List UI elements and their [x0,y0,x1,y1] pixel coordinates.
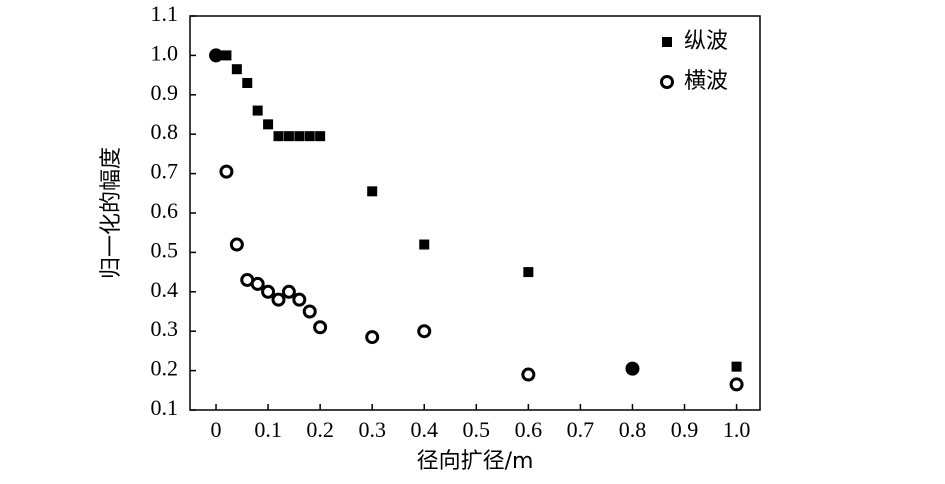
point [294,131,305,142]
point [304,131,315,142]
y-tick-label: 1.1 [151,1,179,26]
y-tick-label: 0.4 [151,277,179,302]
point [625,361,640,376]
x-tick-label: 0.7 [567,417,595,442]
x-tick-label: 0 [211,417,222,442]
plot-frame [189,15,761,411]
point [283,131,294,142]
point [365,330,380,345]
legend-marker [660,75,674,89]
point [261,284,276,299]
x-tick-label: 0.1 [254,417,282,442]
y-axis-label: 归一化的幅度 [99,147,124,279]
point [627,363,638,374]
legend-marker [662,37,672,47]
y-tick-label: 0.9 [151,80,179,105]
point [302,304,317,319]
point [209,48,224,63]
point [729,377,744,392]
x-axis-label: 径向扩径/m [417,449,534,474]
point [211,50,222,61]
x-tick-label: 0.3 [358,417,386,442]
point [731,361,742,372]
point [250,276,265,291]
x-tick-label: 0.8 [619,417,647,442]
point [252,105,263,116]
point [229,237,244,252]
point [221,50,232,61]
point [263,119,274,130]
x-tick-label: 0.9 [671,417,699,442]
legend-text: 横波 [684,69,728,94]
y-tick-label: 0.3 [151,316,179,341]
point [242,77,253,88]
x-tick-label: 1.0 [723,417,751,442]
point [273,131,284,142]
y-tick-label: 1.0 [151,40,179,65]
point [292,292,307,307]
point [219,164,234,179]
point [313,320,328,335]
point [231,64,242,75]
y-tick-label: 0.5 [151,237,179,262]
x-tick-label: 0.6 [515,417,543,442]
y-tick-label: 0.7 [151,159,179,184]
x-tick-label: 0.2 [306,417,334,442]
point [419,239,430,250]
point [315,131,326,142]
point [367,186,378,197]
y-tick-label: 0.1 [151,395,179,420]
point [271,292,286,307]
legend-text: 纵波 [684,29,728,54]
point [281,284,296,299]
point [521,367,536,382]
y-tick-label: 0.8 [151,119,179,144]
y-tick-label: 0.2 [151,356,179,381]
x-tick-label: 0.4 [410,417,438,442]
x-tick-label: 0.5 [463,417,491,442]
y-tick-label: 0.6 [151,198,179,223]
point [417,324,432,339]
point [523,267,534,278]
